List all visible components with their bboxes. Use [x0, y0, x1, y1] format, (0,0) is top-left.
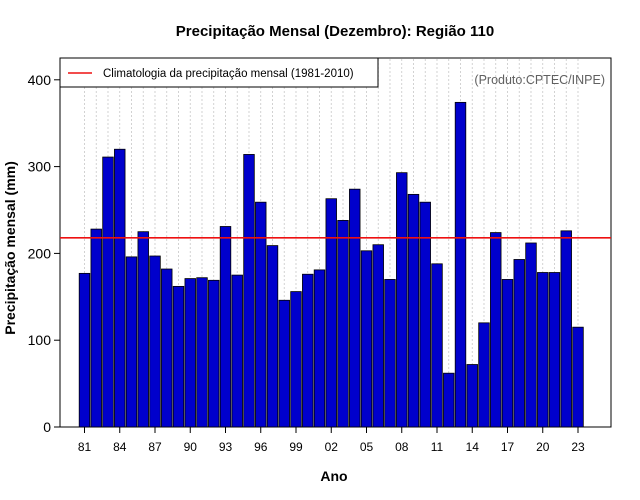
bar-1999	[290, 291, 302, 428]
bar-2012	[443, 372, 455, 428]
bar-2008	[396, 172, 408, 428]
bar-1995	[243, 154, 255, 428]
bar-1989	[172, 285, 185, 428]
y-tick-label: 100	[28, 332, 52, 348]
x-tick-label: 20	[536, 440, 550, 454]
y-tick-label: 200	[28, 245, 52, 261]
bar-1990	[184, 278, 196, 428]
x-axis-label: Ano	[320, 468, 347, 484]
bar-2000	[302, 273, 314, 428]
bar-2015	[478, 322, 490, 428]
bar-1984	[114, 148, 126, 428]
y-tick-label: 300	[28, 159, 52, 175]
x-tick-label: 14	[466, 440, 480, 454]
x-tick-label: 96	[254, 440, 268, 454]
x-tick-label: 17	[501, 440, 515, 454]
bar-1996	[255, 201, 267, 428]
x-tick-label: 02	[325, 440, 339, 454]
y-tick-label: 0	[43, 419, 51, 435]
bar-1985	[125, 256, 138, 428]
bar-2023	[572, 326, 584, 428]
bar-2018	[513, 259, 525, 428]
bar-2002	[325, 198, 337, 428]
bar-2016	[490, 232, 502, 428]
x-tick-label: 11	[431, 440, 444, 454]
x-tick-label: 81	[78, 440, 92, 454]
bar-2009	[407, 193, 420, 428]
bar-1993	[219, 226, 232, 428]
bar-2017	[501, 279, 514, 428]
bar-1991	[196, 277, 208, 428]
bar-2021	[548, 272, 561, 428]
x-tick-label: 93	[219, 440, 233, 454]
x-axis: 81 84 87 90 93 96 99 02 05 08 11 14 17 20 23	[78, 427, 585, 454]
bar-1982	[90, 228, 102, 428]
x-tick-label: 90	[184, 440, 198, 454]
legend-label: Climatologia da precipitação mensal (198…	[103, 68, 354, 80]
x-tick-label: 87	[148, 440, 162, 454]
bar-2010	[419, 201, 431, 428]
x-tick-label: 84	[113, 440, 127, 454]
bar-2007	[384, 279, 396, 428]
legend: Climatologia da precipitação mensal (198…	[59, 57, 379, 88]
bar-2003	[337, 220, 349, 428]
y-axis: 0 100 200 300 400	[28, 72, 60, 435]
y-tick-label: 400	[28, 72, 52, 88]
bar-1992	[208, 279, 220, 428]
bar-2019	[525, 242, 537, 428]
bar-2011	[431, 263, 443, 428]
x-tick-label: 23	[571, 440, 585, 454]
bar-1988	[161, 268, 173, 428]
bar-2001	[313, 269, 326, 428]
x-tick-label: 99	[289, 440, 303, 454]
bar-1997	[266, 245, 279, 428]
credit-text: (Produto:CPTEC/INPE)	[474, 73, 605, 87]
bar-1986	[137, 231, 149, 428]
bar-1987	[149, 255, 161, 428]
bars	[78, 101, 584, 428]
bar-2020	[537, 272, 549, 428]
legend-box	[59, 57, 379, 88]
x-tick-label: 08	[395, 440, 409, 454]
bar-2006	[372, 244, 384, 428]
chart-title: Precipitação Mensal (Dezembro): Região 1…	[176, 23, 494, 40]
bar-1981	[78, 272, 91, 428]
bar-2004	[349, 188, 361, 428]
bar-1998	[278, 299, 290, 428]
bar-2022	[560, 230, 572, 428]
y-axis-label: Precipitação mensal (mm)	[2, 161, 18, 335]
bar-2013	[454, 101, 467, 428]
bar-2014	[466, 364, 478, 428]
bar-1994	[231, 274, 243, 428]
x-tick-label: 05	[360, 440, 374, 454]
bar-2005	[360, 250, 373, 428]
bar-1983	[102, 156, 114, 428]
